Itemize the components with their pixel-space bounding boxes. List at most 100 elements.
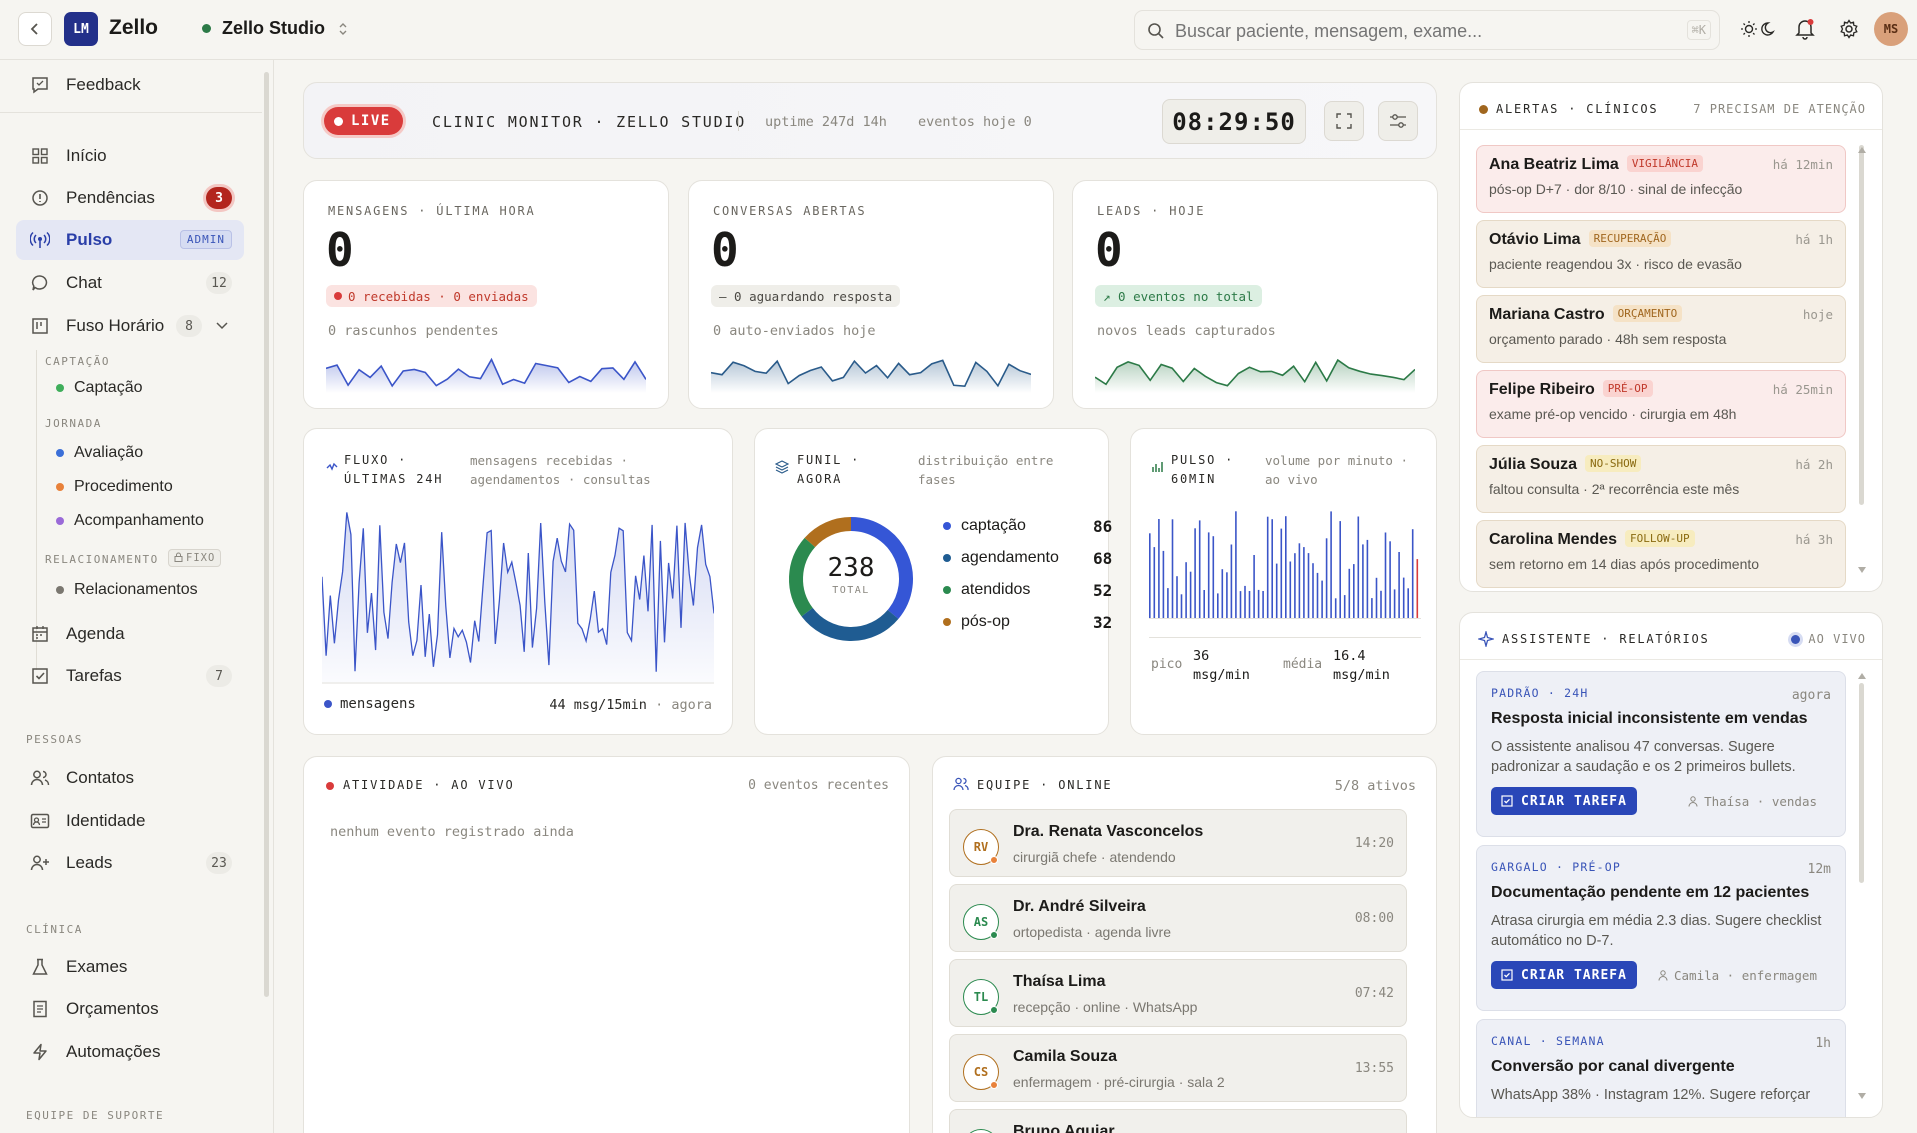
- flow-legend: mensagens: [324, 696, 416, 712]
- alert-item[interactable]: Otávio Lima RECUPERAÇÃO há 1h paciente reag…: [1476, 220, 1846, 288]
- scroll-down-icon[interactable]: [1858, 1093, 1866, 1099]
- pulse-bar: [1230, 544, 1233, 619]
- back-button[interactable]: [18, 12, 52, 46]
- donut-slice-3: [804, 517, 852, 548]
- alert-item[interactable]: Ana Beatriz Lima VIGILÂNCIA há 12min pós-op…: [1476, 145, 1846, 213]
- pulse-title: PULSO · 60MIN: [1171, 451, 1234, 489]
- member-role: recepção · online · WhatsApp: [1013, 999, 1198, 1015]
- sidebar-item-chat[interactable]: Chat 12: [16, 263, 244, 303]
- status-label: AO VIVO: [1808, 632, 1866, 646]
- sidebar-item-automacoes[interactable]: Automações: [16, 1032, 244, 1072]
- team-member-row[interactable]: RV Dra. Renata Vasconcelos cirurgiã chef…: [949, 809, 1407, 877]
- scroll-down-icon[interactable]: [1858, 567, 1866, 573]
- pulse-title-line2: 60MIN: [1171, 472, 1217, 486]
- pulse-bar: [1226, 572, 1228, 619]
- sidebar-item-tarefas[interactable]: Tarefas 7: [16, 656, 244, 696]
- user-icon: [1688, 796, 1698, 807]
- flask-icon: [30, 957, 50, 977]
- donut-slice-1: [801, 607, 899, 641]
- assistant-report-card[interactable]: PADRÃO · 24H agora Resposta inicial incons…: [1476, 671, 1846, 837]
- pulse-bar: [1149, 533, 1151, 619]
- scroll-up-icon[interactable]: [1858, 673, 1866, 679]
- chevron-left-icon: [30, 23, 38, 35]
- member-role: enfermagem · pré-cirurgia · sala 2: [1013, 1074, 1225, 1090]
- legend-dot: [943, 554, 951, 562]
- chevron-down-icon[interactable]: [216, 322, 228, 330]
- sidebar-item-pendencias[interactable]: Pendências 3: [16, 178, 244, 218]
- presence-dot: [990, 1081, 998, 1089]
- sidebar-item-agenda[interactable]: Agenda: [16, 614, 244, 654]
- donut-slice-2: [789, 537, 816, 617]
- report-category: PADRÃO · 24H: [1491, 686, 1589, 700]
- sidebar-subitem-captacao[interactable]: Captação: [56, 379, 143, 397]
- sidebar-item-feedback[interactable]: Feedback: [16, 65, 244, 105]
- report-time: 1h: [1815, 1036, 1831, 1051]
- sparkline-line: [1095, 358, 1415, 387]
- assistant-report-card[interactable]: GARGALO · PRÉ-OP 12m Documentação pendente…: [1476, 845, 1846, 1011]
- sparkline-area: [711, 360, 1031, 393]
- flow-chart: [322, 512, 714, 684]
- team-member-row[interactable]: TL Thaísa Lima recepção · online · Whats…: [949, 959, 1407, 1027]
- sidebar-item-fuso-horario[interactable]: Fuso Horário 8: [16, 306, 244, 346]
- create-task-button[interactable]: CRIAR TAREFA: [1491, 961, 1637, 989]
- fullscreen-button[interactable]: [1324, 101, 1364, 141]
- alert-item[interactable]: Júlia Souza NO-SHOW há 2h faltou consulta ·…: [1476, 445, 1846, 513]
- team-member-row[interactable]: BA Bruno Aguiar: [949, 1109, 1407, 1133]
- pulse-bar: [1357, 516, 1360, 619]
- sidebar-item-pulso[interactable]: Pulso ADMIN: [16, 220, 244, 260]
- pulse-bar: [1384, 532, 1387, 619]
- flow-desc-line2: agendamentos · consultas: [470, 472, 651, 487]
- alerts-scrollbar[interactable]: [1859, 145, 1864, 505]
- team-member-row[interactable]: CS Camila Souza enfermagem · pré-cirurgi…: [949, 1034, 1407, 1102]
- notifications-button[interactable]: [1792, 16, 1818, 42]
- alert-time: há 2h: [1795, 457, 1833, 472]
- pulse-desc-line2: ao vivo: [1265, 472, 1318, 487]
- scroll-up-icon[interactable]: [1858, 147, 1866, 153]
- assistant-status: AO VIVO: [1791, 632, 1866, 646]
- pulse-peak-label: pico: [1151, 657, 1183, 672]
- search-box[interactable]: ⌘K: [1134, 10, 1720, 50]
- alert-patient-name: Ana Beatriz Lima: [1489, 156, 1619, 173]
- sidebar-item-contatos[interactable]: Contatos: [16, 758, 244, 798]
- sidebar-subitem-avaliacao[interactable]: Avaliação: [56, 444, 143, 462]
- member-time: 13:55: [1354, 1061, 1394, 1076]
- sidebar-subitem-acompanhamento[interactable]: Acompanhamento: [56, 512, 204, 530]
- team-member-row[interactable]: AS Dr. André Silveira ortopedista · agen…: [949, 884, 1407, 952]
- tree-line: [36, 350, 37, 670]
- sidebar-subitem-procedimento[interactable]: Procedimento: [56, 478, 173, 496]
- sidebar-scrollbar[interactable]: [264, 72, 269, 997]
- pulse-bar: [1330, 511, 1332, 619]
- sidebar-item-leads[interactable]: Leads 23: [16, 843, 244, 883]
- alert-item[interactable]: Carolina Mendes FOLLOW-UP há 3h sem retorno…: [1476, 520, 1846, 588]
- sidebar-item-inicio[interactable]: Início: [16, 136, 244, 176]
- sidebar-item-exames[interactable]: Exames: [16, 947, 244, 987]
- sidebar-item-identidade[interactable]: Identidade: [16, 801, 244, 841]
- theme-toggle[interactable]: [1740, 16, 1776, 42]
- expand-icon: [1336, 113, 1352, 129]
- alert-item[interactable]: Felipe Ribeiro PRÉ-OP há 25min exame pré-op…: [1476, 370, 1846, 438]
- status-dot: [56, 483, 64, 491]
- assistant-report-card[interactable]: CANAL · SEMANA 1h Conversão por canal dive…: [1476, 1019, 1846, 1117]
- pulse-bar: [1316, 572, 1319, 619]
- search-input[interactable]: [1175, 19, 1635, 43]
- settings-button[interactable]: [1836, 16, 1862, 42]
- subitem-label: Acompanhamento: [74, 512, 204, 529]
- filters-button[interactable]: [1378, 101, 1418, 141]
- sidebar-item-orcamentos[interactable]: Orçamentos: [16, 989, 244, 1029]
- divider: [1149, 637, 1421, 638]
- top-bar: LM Zello Zello Studio ⌘K MS: [0, 0, 1917, 60]
- live-dot: [326, 782, 334, 790]
- workspace-switcher[interactable]: Zello Studio: [202, 18, 349, 39]
- sidebar-subitem-relacionamentos[interactable]: Relacionamentos: [56, 581, 198, 599]
- section-label-jornada: JORNADA: [45, 417, 102, 430]
- funnel-title: FUNIL · AGORA: [797, 451, 860, 489]
- user-avatar[interactable]: MS: [1874, 12, 1908, 46]
- activity-empty-text: nenhum evento registrado ainda: [330, 824, 574, 840]
- flow-desc: mensagens recebidas · agendamentos · cons…: [470, 451, 651, 489]
- legend-dot: [943, 586, 951, 594]
- create-task-button[interactable]: CRIAR TAREFA: [1491, 787, 1637, 815]
- assistant-scrollbar[interactable]: [1859, 683, 1864, 883]
- alert-patient-name: Felipe Ribeiro: [1489, 381, 1595, 398]
- receipt-icon: [30, 999, 50, 1019]
- alert-item[interactable]: Mariana Castro ORÇAMENTO hoje orçamento par…: [1476, 295, 1846, 363]
